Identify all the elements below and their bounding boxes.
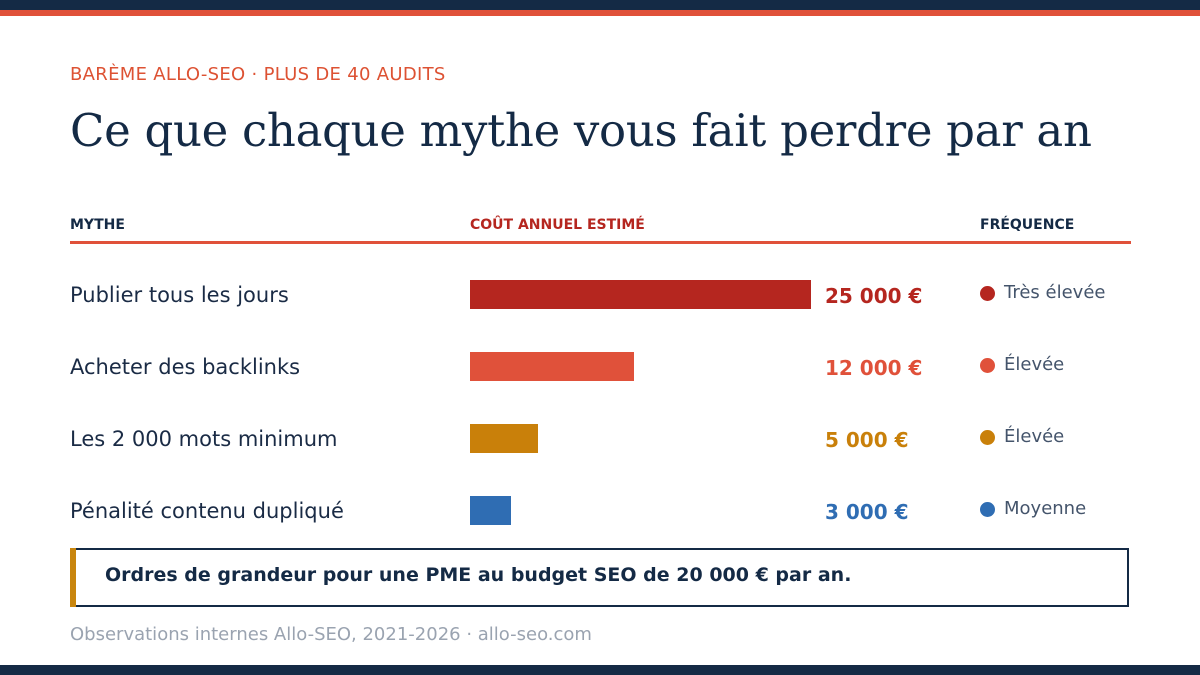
note-accent-bar (70, 548, 76, 607)
value-label: 3 000 € (825, 500, 909, 524)
note-text: Ordres de grandeur pour une PME au budge… (105, 564, 852, 586)
frequency-dot (980, 502, 995, 517)
header-rule (70, 241, 1131, 244)
note-box: Ordres de grandeur pour une PME au budge… (70, 548, 1129, 607)
chart-row: Pénalité contenu dupliqué 3 000 € Moyenne (0, 496, 1200, 556)
bottom-bar (0, 665, 1200, 675)
frequency-label: Très élevée (1004, 282, 1106, 303)
column-header-myth: MYTHE (70, 217, 125, 233)
page-title: Ce que chaque mythe vous fait perdre par… (70, 104, 1092, 157)
value-label: 25 000 € (825, 284, 923, 308)
category-label: Les 2 000 mots minimum (70, 427, 338, 451)
top-accent-bar (0, 10, 1200, 16)
cost-bar (470, 424, 538, 453)
chart-row: Acheter des backlinks 12 000 € Élevée (0, 352, 1200, 412)
chart-row: Les 2 000 mots minimum 5 000 € Élevée (0, 424, 1200, 484)
column-header-cost: COÛT ANNUEL ESTIMÉ (470, 217, 645, 233)
cost-bar (470, 352, 634, 381)
category-label: Publier tous les jours (70, 283, 289, 307)
category-label: Pénalité contenu dupliqué (70, 499, 344, 523)
eyebrow-label: BARÈME ALLO-SEO · PLUS DE 40 AUDITS (70, 64, 446, 85)
frequency-label: Moyenne (1004, 498, 1087, 519)
value-label: 5 000 € (825, 428, 909, 452)
frequency-dot (980, 286, 995, 301)
top-bar (0, 0, 1200, 10)
frequency-dot (980, 430, 995, 445)
footer-source: Observations internes Allo-SEO, 2021-202… (70, 624, 592, 645)
frequency-label: Élevée (1004, 354, 1065, 375)
frequency-dot (980, 358, 995, 373)
frequency-label: Élevée (1004, 426, 1065, 447)
cost-bar (470, 280, 811, 309)
cost-bar (470, 496, 511, 525)
chart-row: Publier tous les jours 25 000 € Très élevé… (0, 280, 1200, 340)
category-label: Acheter des backlinks (70, 355, 301, 379)
column-header-frequency: FRÉQUENCE (980, 217, 1075, 233)
value-label: 12 000 € (825, 356, 923, 380)
